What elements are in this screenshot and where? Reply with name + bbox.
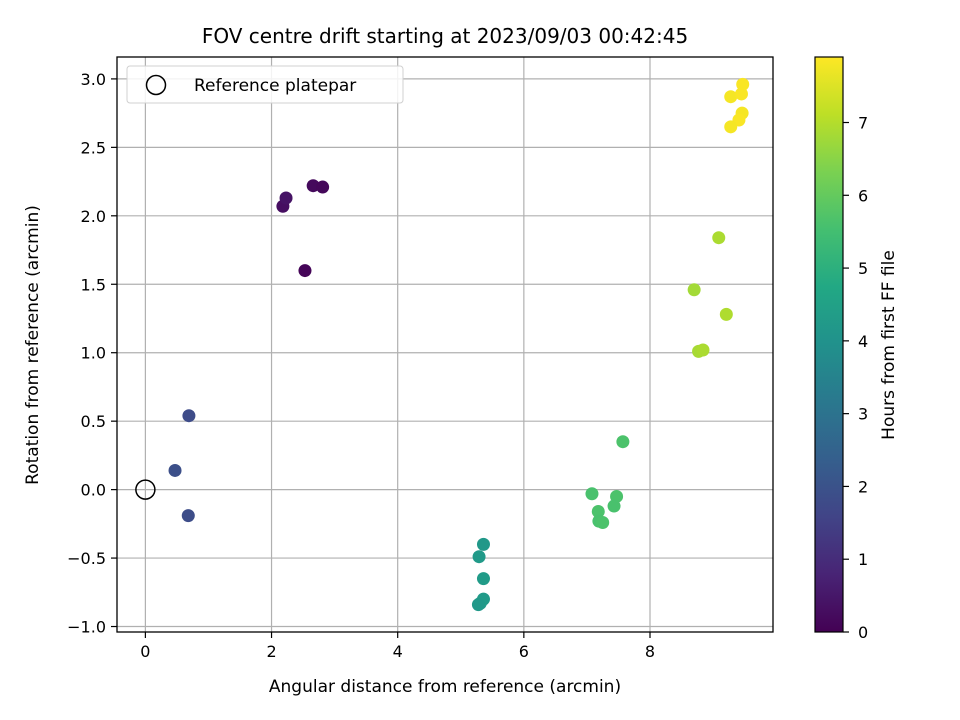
data-point [181,509,195,523]
colorbar-tick-label: 6 [858,186,868,205]
data-point [724,120,738,134]
y-tick-label: 2.0 [81,207,106,226]
x-axis-label: Angular distance from reference (arcmin) [269,677,621,697]
legend-box [126,65,404,104]
data-point [591,505,605,519]
data-point [696,343,710,357]
data-points [168,77,750,612]
data-point [168,463,182,477]
x-tick-label: 0 [140,642,150,661]
y-tick-label: 0.5 [81,412,106,431]
colorbar-tick-label: 1 [858,550,868,569]
x-tick-label: 2 [266,642,276,661]
plot-frame [116,56,774,633]
colorbar-tick-label: 2 [858,477,868,496]
colorbar-tick-label: 0 [858,623,868,642]
colorbar: 0 1 2 3 4 5 6 7 Hours from first FF file [814,56,899,642]
data-point [596,515,610,529]
y-tick-label: 3.0 [81,70,106,89]
colorbar-tick-label: 7 [858,114,868,133]
data-point [712,231,726,245]
legend: Reference platepar [126,65,404,104]
legend-reference-marker [145,74,167,96]
y-axis-ticks: −1.0 −0.5 0.0 0.5 1.0 1.5 2.0 2.5 3.0 [67,70,117,637]
x-tick-label: 4 [393,642,403,661]
data-point [298,264,312,278]
data-point [182,409,196,423]
x-axis-ticks: 0 2 4 6 8 [140,632,655,661]
colorbar-gradient [814,56,844,633]
reference-platepar-marker [135,479,156,500]
data-point [607,499,621,513]
x-tick-label: 6 [519,642,529,661]
colorbar-tick-label: 4 [858,332,868,351]
data-point [476,537,490,551]
y-axis-label: Rotation from reference (arcmin) [23,205,43,485]
grid-lines [117,57,773,632]
y-tick-label: −1.0 [67,618,106,637]
chart-title: FOV centre drift starting at 2023/09/03 … [202,24,688,48]
data-point [316,180,330,194]
data-point [736,77,750,91]
legend-label: Reference platepar [194,76,356,96]
y-tick-label: 2.5 [81,138,106,157]
y-tick-label: 1.5 [81,275,106,294]
data-point [724,90,738,104]
data-point [476,572,490,586]
y-tick-label: 0.0 [81,481,106,500]
y-tick-label: 1.0 [81,344,106,363]
data-point [585,487,599,501]
data-point [687,283,701,297]
reference-marker-layer [135,479,156,500]
colorbar-label: Hours from first FF file [879,250,899,440]
colorbar-tick-label: 3 [858,405,868,424]
y-tick-label: −0.5 [67,549,106,568]
colorbar-tick-label: 5 [858,259,868,278]
data-point [719,307,733,321]
x-tick-label: 8 [645,642,655,661]
data-point [279,191,293,205]
colorbar-ticks: 0 1 2 3 4 5 6 7 [843,114,868,642]
data-point [472,550,486,564]
data-point [616,435,630,449]
data-point [734,87,748,101]
data-point [471,598,485,612]
